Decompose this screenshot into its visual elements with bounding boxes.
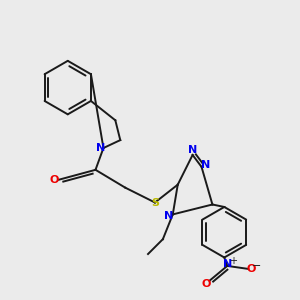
Text: N: N (188, 146, 197, 155)
Text: O: O (247, 264, 256, 274)
Text: +: + (229, 256, 237, 266)
Text: N: N (164, 211, 173, 221)
Text: N: N (96, 143, 105, 153)
Text: O: O (201, 279, 211, 289)
Text: S: S (151, 197, 159, 208)
Text: N: N (223, 260, 232, 269)
Text: N: N (201, 160, 211, 170)
Text: O: O (50, 175, 59, 185)
Text: −: − (252, 261, 261, 271)
